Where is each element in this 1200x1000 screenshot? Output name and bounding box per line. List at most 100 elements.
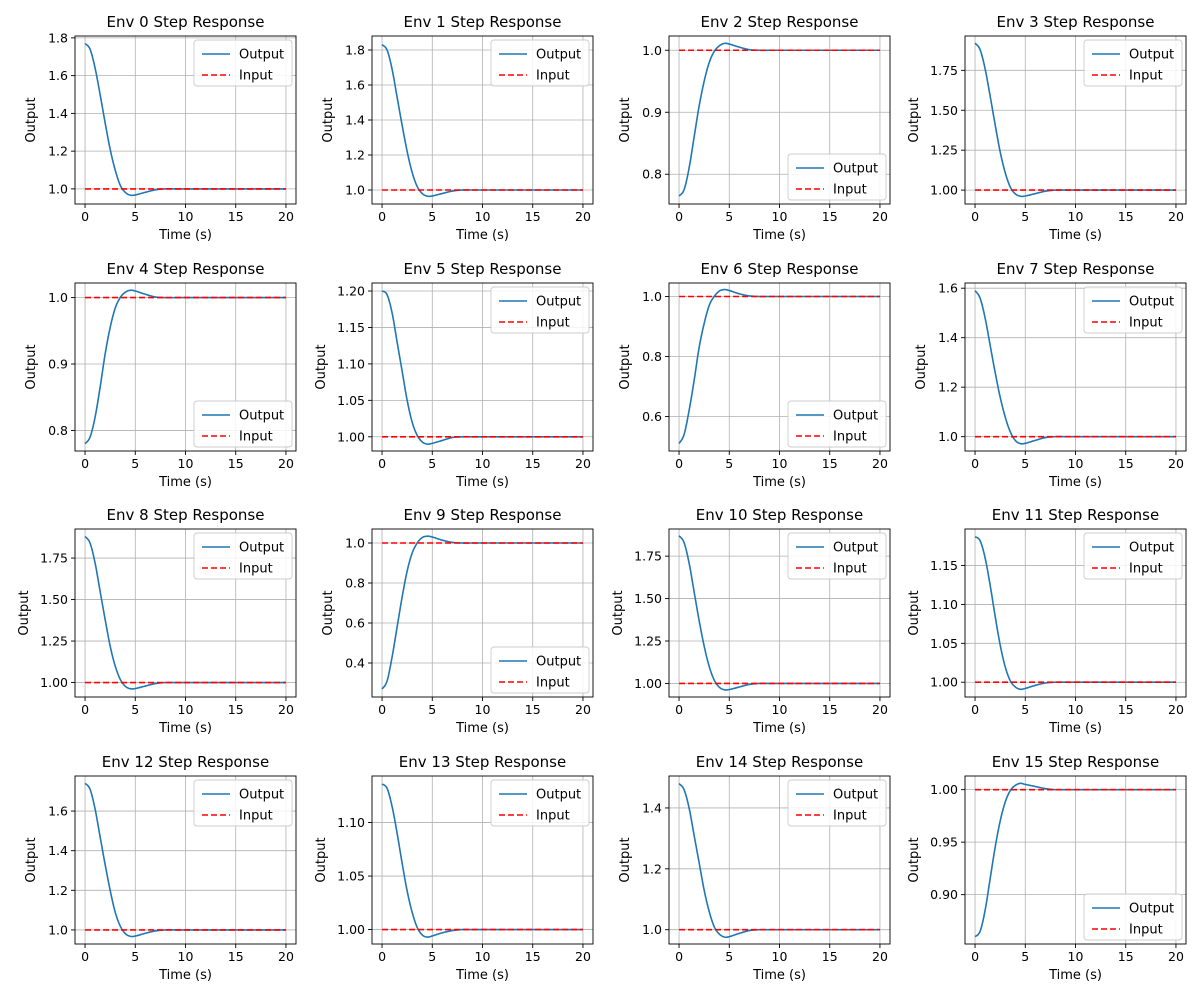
legend-label-input: Input (1129, 69, 1163, 84)
y-tick-label: 1.20 (337, 284, 365, 299)
x-tick-label: 0 (675, 209, 683, 224)
legend-label-output: Output (1129, 902, 1174, 917)
y-tick-label: 1.4 (48, 843, 68, 858)
x-tick-label: 20 (1168, 209, 1184, 224)
y-tick-label: 0.95 (930, 835, 958, 850)
y-tick-label: 1.05 (930, 636, 958, 651)
legend: Output Input (490, 39, 590, 87)
legend-label-input: Input (536, 676, 570, 691)
x-tick-label: 20 (278, 949, 294, 964)
x-tick-label: 5 (1021, 702, 1029, 717)
subplot-title: Env 8 Step Response (107, 506, 265, 524)
x-axis-label: Time (s) (1048, 228, 1102, 243)
subplot-title: Env 4 Step Response (107, 260, 265, 278)
legend-box (193, 400, 293, 448)
x-tick-label: 15 (228, 456, 244, 471)
legend: Output Input (1083, 39, 1183, 87)
y-tick-label: 0.90 (930, 887, 958, 902)
x-tick-label: 20 (1168, 456, 1184, 471)
legend-label-input: Input (1129, 316, 1163, 331)
y-axis-label: Output (314, 837, 329, 882)
y-axis-label: Output (907, 590, 922, 635)
y-tick-label: 1.10 (337, 815, 365, 830)
legend-label-input: Input (833, 430, 867, 445)
x-tick-label: 20 (1168, 949, 1184, 964)
legend-box (193, 779, 293, 827)
x-tick-label: 20 (872, 949, 888, 964)
y-tick-label: 1.8 (48, 30, 68, 45)
legend-box (787, 779, 887, 827)
y-tick-label: 1.6 (345, 78, 365, 93)
x-tick-label: 0 (971, 702, 979, 717)
subplot-title: Env 12 Step Response (102, 753, 269, 771)
legend-box (787, 532, 887, 580)
subplot-env-11: 0 5 10 15 20 1.00 1.05 1.10 1.15 Env 11 Step Resp… (907, 506, 1187, 736)
x-tick-label: 20 (1168, 702, 1184, 717)
y-tick-label: 0.8 (345, 576, 365, 591)
legend-label-output: Output (1129, 48, 1174, 63)
legend-box (1083, 532, 1183, 580)
y-tick-label: 1.25 (40, 634, 68, 649)
x-axis-label: Time (s) (752, 228, 806, 243)
subplot-title: Env 2 Step Response (701, 13, 859, 31)
x-tick-label: 15 (228, 702, 244, 717)
x-tick-label: 20 (575, 949, 591, 964)
legend: Output Input (490, 646, 590, 694)
x-tick-label: 15 (228, 949, 244, 964)
x-tick-label: 5 (428, 209, 436, 224)
x-axis-label: Time (s) (1048, 475, 1102, 490)
x-tick-label: 0 (81, 456, 89, 471)
grid (372, 529, 593, 697)
x-tick-label: 5 (131, 949, 139, 964)
subplot-env-3: 0 5 10 15 20 1.00 1.25 1.50 1.75 Env 3 Step Respo… (907, 13, 1187, 243)
y-tick-label: 1.0 (938, 429, 958, 444)
y-tick-label: 1.50 (40, 592, 68, 607)
y-axis-label: Output (24, 837, 39, 882)
legend-label-input: Input (1129, 562, 1163, 577)
x-tick-label: 10 (475, 209, 491, 224)
x-tick-label: 0 (675, 949, 683, 964)
grid (372, 283, 593, 451)
legend-box (490, 39, 590, 87)
legend-label-output: Output (536, 295, 581, 310)
legend: Output Input (787, 153, 887, 201)
y-axis-label: Output (907, 837, 922, 882)
x-tick-label: 0 (971, 209, 979, 224)
y-tick-label: 0.9 (642, 105, 662, 120)
y-axis-label: Output (24, 344, 39, 389)
y-tick-label: 1.05 (337, 393, 365, 408)
legend-label-input: Input (536, 316, 570, 331)
y-tick-label: 1.50 (930, 103, 958, 118)
y-tick-label: 1.75 (40, 551, 68, 566)
x-tick-label: 0 (675, 702, 683, 717)
y-tick-label: 1.00 (930, 782, 958, 797)
x-axis-label: Time (s) (158, 721, 212, 736)
x-tick-label: 10 (475, 456, 491, 471)
legend-label-output: Output (239, 409, 284, 424)
y-axis-label: Output (611, 590, 626, 635)
x-tick-label: 5 (725, 456, 733, 471)
x-tick-label: 15 (228, 209, 244, 224)
y-tick-label: 1.2 (938, 380, 958, 395)
x-tick-label: 0 (971, 456, 979, 471)
x-tick-label: 20 (278, 456, 294, 471)
subplot-env-10: 0 5 10 15 20 1.00 1.25 1.50 1.75 Env 10 Step Resp… (611, 506, 891, 736)
legend-label-input: Input (239, 430, 273, 445)
legend-label-output: Output (536, 655, 581, 670)
subplot-env-0: 0 5 10 15 20 1.0 1.2 1.4 1.6 1.8 Env 0 Step Respon… (24, 13, 297, 243)
y-tick-label: 1.15 (930, 558, 958, 573)
legend-label-input: Input (833, 183, 867, 198)
legend-box (193, 532, 293, 580)
subplot-env-12: 0 5 10 15 20 1.0 1.2 1.4 1.6 Env 12 Step Response… (24, 753, 297, 983)
x-tick-label: 20 (872, 702, 888, 717)
legend-box (787, 153, 887, 201)
x-tick-label: 15 (525, 702, 541, 717)
x-tick-label: 20 (575, 209, 591, 224)
legend-label-output: Output (833, 162, 878, 177)
subplot-title: Env 1 Step Response (404, 13, 562, 31)
x-tick-label: 20 (575, 702, 591, 717)
x-axis-label: Time (s) (455, 968, 509, 983)
y-tick-label: 1.00 (337, 429, 365, 444)
legend-box (787, 400, 887, 448)
